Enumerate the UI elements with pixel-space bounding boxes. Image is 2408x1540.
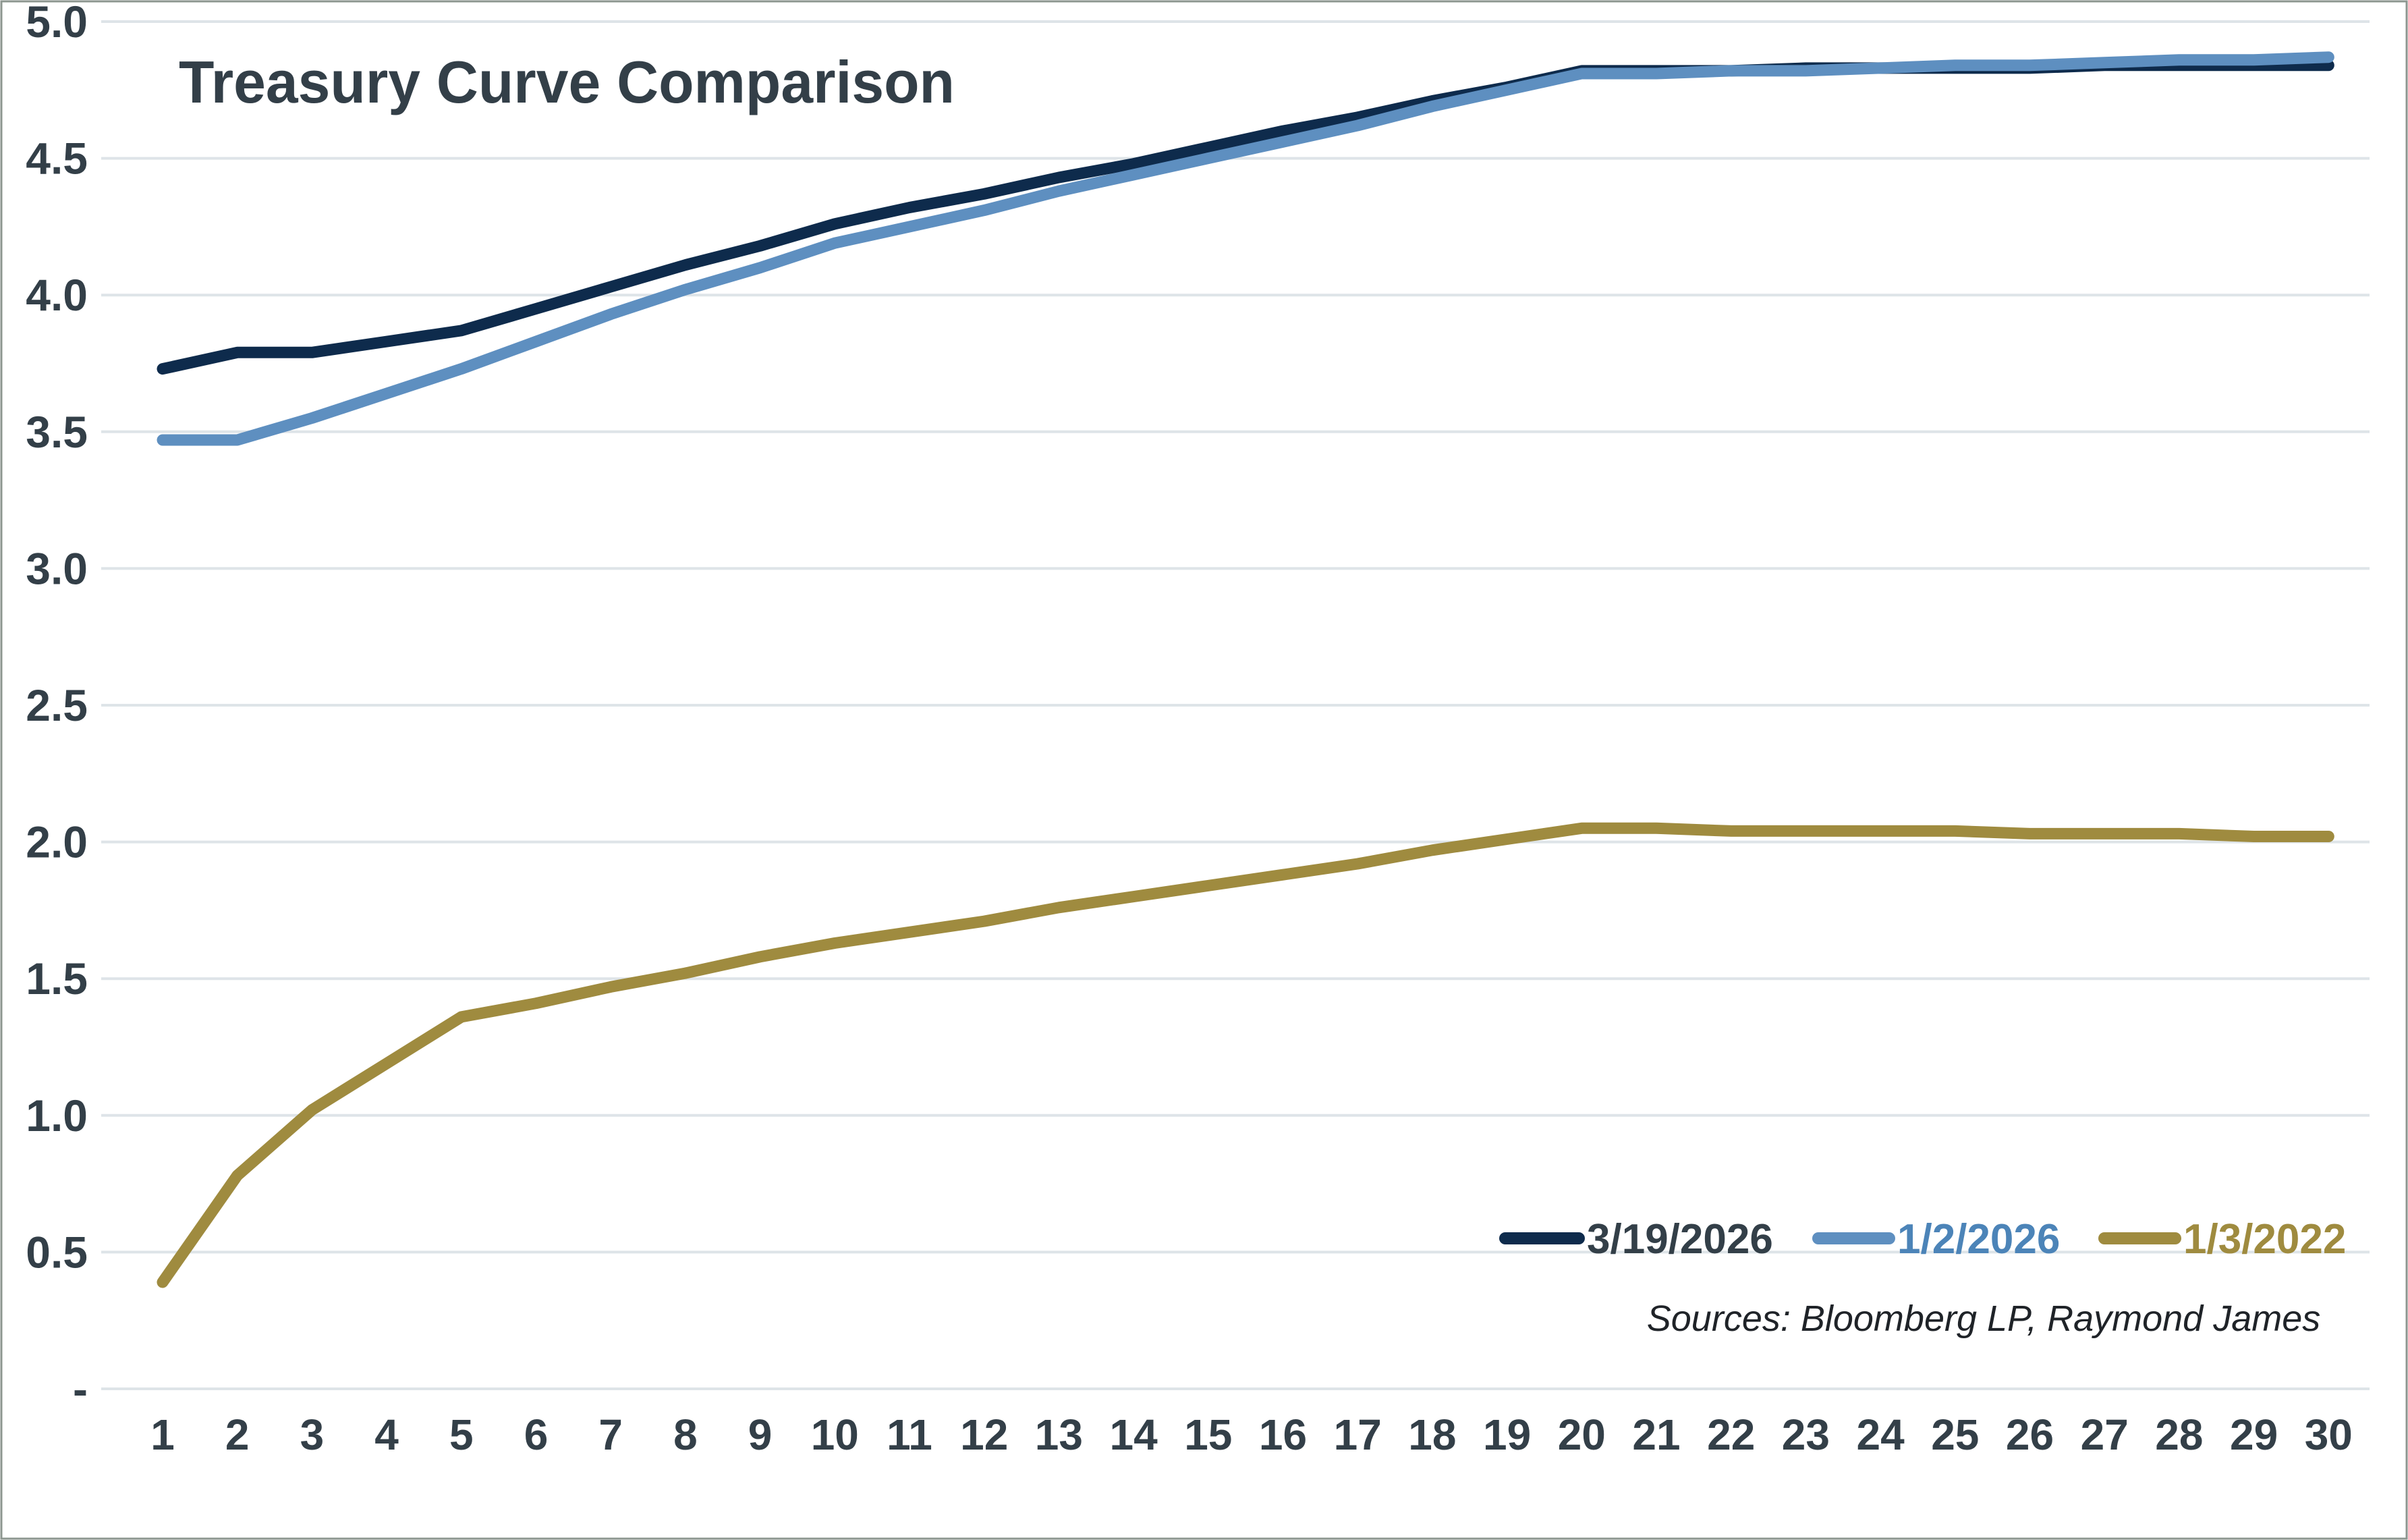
series-line-1-3-2022 (157, 822, 2334, 1288)
x-tick-label: 11 (887, 1410, 932, 1459)
x-tick-label: 27 (2081, 1410, 2129, 1459)
x-tick-label: 12 (960, 1410, 1008, 1459)
y-axis-labels: 5.0 4.5 4.0 3.5 3.0 2.5 2.0 1.5 1.0 0.5 - (26, 0, 88, 1414)
x-tick-label: 28 (2155, 1410, 2203, 1459)
legend: 3/19/2026 1/2/2026 1/3/2022 (1499, 1216, 2346, 1263)
y-tick-label: 1.5 (26, 954, 88, 1003)
legend-item-1: 1/2/2026 (1812, 1216, 2060, 1263)
y-tick-label: 4.5 (26, 134, 88, 184)
x-tick-label: 21 (1632, 1410, 1680, 1459)
x-tick-label: 20 (1558, 1410, 1606, 1459)
y-tick-label: 3.5 (26, 407, 88, 457)
y-tick-label: 0.5 (26, 1227, 88, 1277)
x-tick-label: 10 (811, 1410, 859, 1459)
y-tick-label: 4.0 (26, 270, 88, 320)
x-tick-label: 1 (150, 1410, 175, 1459)
legend-item-2: 1/3/2022 (2098, 1216, 2346, 1263)
x-tick-label: 26 (2006, 1410, 2054, 1459)
y-tick-label: 3.0 (26, 543, 88, 593)
x-tick-label: 8 (673, 1410, 698, 1459)
x-tick-label: 15 (1184, 1410, 1232, 1459)
legend-label-1-3-2022: 1/3/2022 (2183, 1216, 2346, 1263)
x-tick-label: 22 (1707, 1410, 1755, 1459)
x-tick-label: 13 (1035, 1410, 1083, 1459)
x-tick-label: 25 (1931, 1410, 1979, 1459)
series-group (157, 51, 2334, 1288)
x-tick-label: 2 (225, 1410, 250, 1459)
legend-label-1-2-2026: 1/2/2026 (1897, 1216, 2060, 1263)
y-tick-label: - (73, 1364, 88, 1414)
y-tick-label: 1.0 (26, 1091, 88, 1140)
x-tick-label: 17 (1334, 1410, 1382, 1459)
x-tick-label: 24 (1857, 1410, 1905, 1459)
legend-label-3-19-2026: 3/19/2026 (1587, 1216, 1773, 1263)
chart-title: Treasury Curve Comparison (179, 49, 955, 115)
x-tick-label: 23 (1782, 1410, 1830, 1459)
x-tick-label: 4 (374, 1410, 399, 1459)
source-note: Sources: Bloomberg LP, Raymond James (1647, 1298, 2321, 1339)
y-tick-label: 2.5 (26, 680, 88, 730)
x-tick-label: 29 (2230, 1410, 2278, 1459)
x-tick-label: 30 (2305, 1410, 2353, 1459)
x-tick-label: 6 (524, 1410, 549, 1459)
series-line-1-2-2026 (157, 51, 2334, 446)
x-tick-label: 19 (1483, 1410, 1531, 1459)
y-tick-label: 5.0 (26, 0, 88, 47)
x-tick-label: 9 (748, 1410, 773, 1459)
x-tick-label: 14 (1110, 1410, 1158, 1459)
x-tick-label: 5 (449, 1410, 474, 1459)
x-tick-label: 16 (1259, 1410, 1307, 1459)
x-tick-label: 3 (300, 1410, 325, 1459)
legend-item-0: 3/19/2026 (1499, 1216, 1773, 1263)
gridlines-group (101, 20, 2370, 1390)
x-axis-labels: 1 2 3 4 5 6 7 8 9 10 11 12 13 14 15 16 17 18 19 20 21 22 23 24 2… (150, 1410, 2353, 1459)
x-tick-label: 18 (1408, 1410, 1456, 1459)
y-tick-label: 2.0 (26, 817, 88, 867)
x-tick-label: 7 (598, 1410, 623, 1459)
